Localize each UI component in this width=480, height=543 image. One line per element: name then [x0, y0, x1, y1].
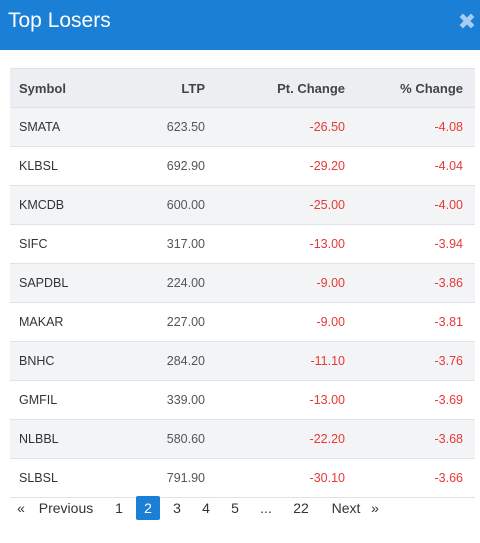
table-row[interactable]: BNHC 284.20 -11.10 -3.76: [10, 341, 475, 381]
cell-pct-change: -4.00: [347, 185, 475, 225]
cell-symbol[interactable]: SIFC: [10, 224, 110, 264]
dialog-header: Top Losers ✖: [0, 0, 480, 50]
cell-symbol[interactable]: MAKAR: [10, 302, 110, 342]
cell-symbol[interactable]: BNHC: [10, 341, 110, 381]
cell-symbol[interactable]: SLBSL: [10, 458, 110, 498]
table-row[interactable]: MAKAR 227.00 -9.00 -3.81: [10, 302, 475, 342]
cell-ltp: 317.00: [110, 224, 207, 264]
cell-pt-change: -22.20: [207, 419, 347, 459]
cell-pct-change: -3.76: [347, 341, 475, 381]
cell-pt-change: -25.00: [207, 185, 347, 225]
losers-table-container: Symbol LTP Pt. Change % Change SMATA 623.…: [10, 68, 475, 498]
column-header-pct-change[interactable]: % Change: [347, 68, 475, 108]
previous-page-link[interactable]: Previous: [38, 500, 94, 516]
cell-ltp: 339.00: [110, 380, 207, 420]
cell-pt-change: -9.00: [207, 263, 347, 303]
table-row[interactable]: KLBSL 692.90 -29.20 -4.04: [10, 146, 475, 186]
cell-pt-change: -13.00: [207, 224, 347, 264]
cell-pct-change: -3.81: [347, 302, 475, 342]
cell-pct-change: -3.94: [347, 224, 475, 264]
prev-arrow-icon[interactable]: «: [17, 500, 25, 516]
cell-pt-change: -13.00: [207, 380, 347, 420]
page-link-3[interactable]: 3: [173, 500, 181, 516]
table-row[interactable]: SAPDBL 224.00 -9.00 -3.86: [10, 263, 475, 303]
table-row[interactable]: SIFC 317.00 -13.00 -3.94: [10, 224, 475, 264]
table-row[interactable]: GMFIL 339.00 -13.00 -3.69: [10, 380, 475, 420]
pagination-ellipsis: ...: [260, 500, 272, 516]
cell-symbol[interactable]: SMATA: [10, 107, 110, 147]
table-row[interactable]: SMATA 623.50 -26.50 -4.08: [10, 107, 475, 147]
cell-ltp: 227.00: [110, 302, 207, 342]
pagination: « Previous 1 2 3 4 5 ... 22 Next »: [0, 496, 480, 520]
cell-pct-change: -3.66: [347, 458, 475, 498]
cell-pct-change: -4.04: [347, 146, 475, 186]
page-link-5[interactable]: 5: [231, 500, 239, 516]
cell-ltp: 224.00: [110, 263, 207, 303]
cell-ltp: 580.60: [110, 419, 207, 459]
cell-pct-change: -3.68: [347, 419, 475, 459]
table-row[interactable]: KMCDB 600.00 -25.00 -4.00: [10, 185, 475, 225]
cell-pt-change: -26.50: [207, 107, 347, 147]
cell-pt-change: -30.10: [207, 458, 347, 498]
cell-pct-change: -3.86: [347, 263, 475, 303]
column-header-pt-change[interactable]: Pt. Change: [207, 68, 347, 108]
cell-pct-change: -4.08: [347, 107, 475, 147]
cell-ltp: 623.50: [110, 107, 207, 147]
page-link-4[interactable]: 4: [202, 500, 210, 516]
cell-pct-change: -3.69: [347, 380, 475, 420]
column-header-ltp[interactable]: LTP: [110, 68, 207, 108]
cell-ltp: 284.20: [110, 341, 207, 381]
cell-pt-change: -29.20: [207, 146, 347, 186]
cell-symbol[interactable]: GMFIL: [10, 380, 110, 420]
column-header-symbol[interactable]: Symbol: [10, 68, 110, 108]
page-link-22[interactable]: 22: [293, 500, 309, 516]
cell-pt-change: -9.00: [207, 302, 347, 342]
page-link-1[interactable]: 1: [115, 500, 123, 516]
cell-ltp: 791.90: [110, 458, 207, 498]
cell-symbol[interactable]: SAPDBL: [10, 263, 110, 303]
cell-symbol[interactable]: KMCDB: [10, 185, 110, 225]
next-page-link[interactable]: Next: [331, 500, 361, 516]
losers-table: Symbol LTP Pt. Change % Change SMATA 623.…: [10, 68, 475, 498]
cell-symbol[interactable]: KLBSL: [10, 146, 110, 186]
cell-pt-change: -11.10: [207, 341, 347, 381]
close-icon[interactable]: ✖: [457, 9, 477, 34]
cell-ltp: 692.90: [110, 146, 207, 186]
dialog-title: Top Losers: [8, 9, 111, 32]
cell-symbol[interactable]: NLBBL: [10, 419, 110, 459]
table-row[interactable]: NLBBL 580.60 -22.20 -3.68: [10, 419, 475, 459]
table-body: SMATA 623.50 -26.50 -4.08 KLBSL 692.90 -29.20-…: [10, 107, 475, 498]
cell-ltp: 600.00: [110, 185, 207, 225]
page-link-2-current[interactable]: 2: [136, 496, 160, 520]
table-row[interactable]: SLBSL 791.90 -30.10 -3.66: [10, 458, 475, 498]
next-arrow-icon[interactable]: »: [371, 500, 379, 516]
table-header-row: Symbol LTP Pt. Change % Change: [10, 68, 475, 108]
